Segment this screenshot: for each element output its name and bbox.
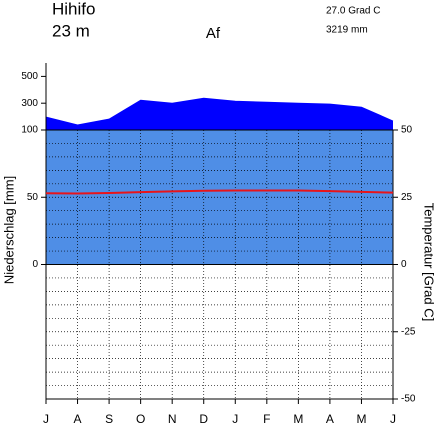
x-tick-label: S: [105, 412, 113, 426]
x-tick-label: M: [356, 412, 366, 426]
x-tick-label: M: [293, 412, 303, 426]
y2-tick-label: 0: [401, 259, 407, 270]
x-tick-label: A: [326, 412, 334, 426]
y2-axis-title: Temperatur [Grad C]: [422, 203, 437, 322]
x-tick-label: O: [136, 412, 145, 426]
annual-precipitation: 3219 mm: [326, 25, 368, 36]
climate-class: Af: [206, 25, 221, 42]
precipitation-line: [45, 97, 394, 126]
x-tick-label: J: [390, 412, 396, 426]
x-tick-label: F: [263, 412, 270, 426]
y2-tick-label: 50: [401, 125, 413, 136]
x-tick-label: A: [74, 412, 82, 426]
temperature-line: [45, 189, 394, 195]
y-tick-label: 300: [21, 98, 38, 109]
y-tick-label: 0: [32, 259, 38, 270]
y-tick-label: 100: [21, 125, 38, 136]
x-tick-label: J: [232, 412, 238, 426]
y2-tick-label: -50: [401, 394, 416, 405]
y2-tick-label: -25: [401, 326, 416, 337]
x-tick-label: D: [199, 412, 208, 426]
chart-subtitle: 23 m: [52, 21, 90, 40]
chart-title: Hihifo: [52, 0, 95, 18]
y-axis-title: Niederschlag [mm]: [1, 176, 16, 284]
y2-tick-label: 25: [401, 192, 413, 203]
y-tick-label: 500: [21, 71, 38, 82]
x-tick-label: N: [168, 412, 177, 426]
x-tick-label: J: [43, 412, 49, 426]
humid-area: [46, 130, 393, 265]
mean-temperature: 27.0 Grad C: [326, 6, 380, 17]
y-tick-label: 50: [27, 192, 39, 203]
